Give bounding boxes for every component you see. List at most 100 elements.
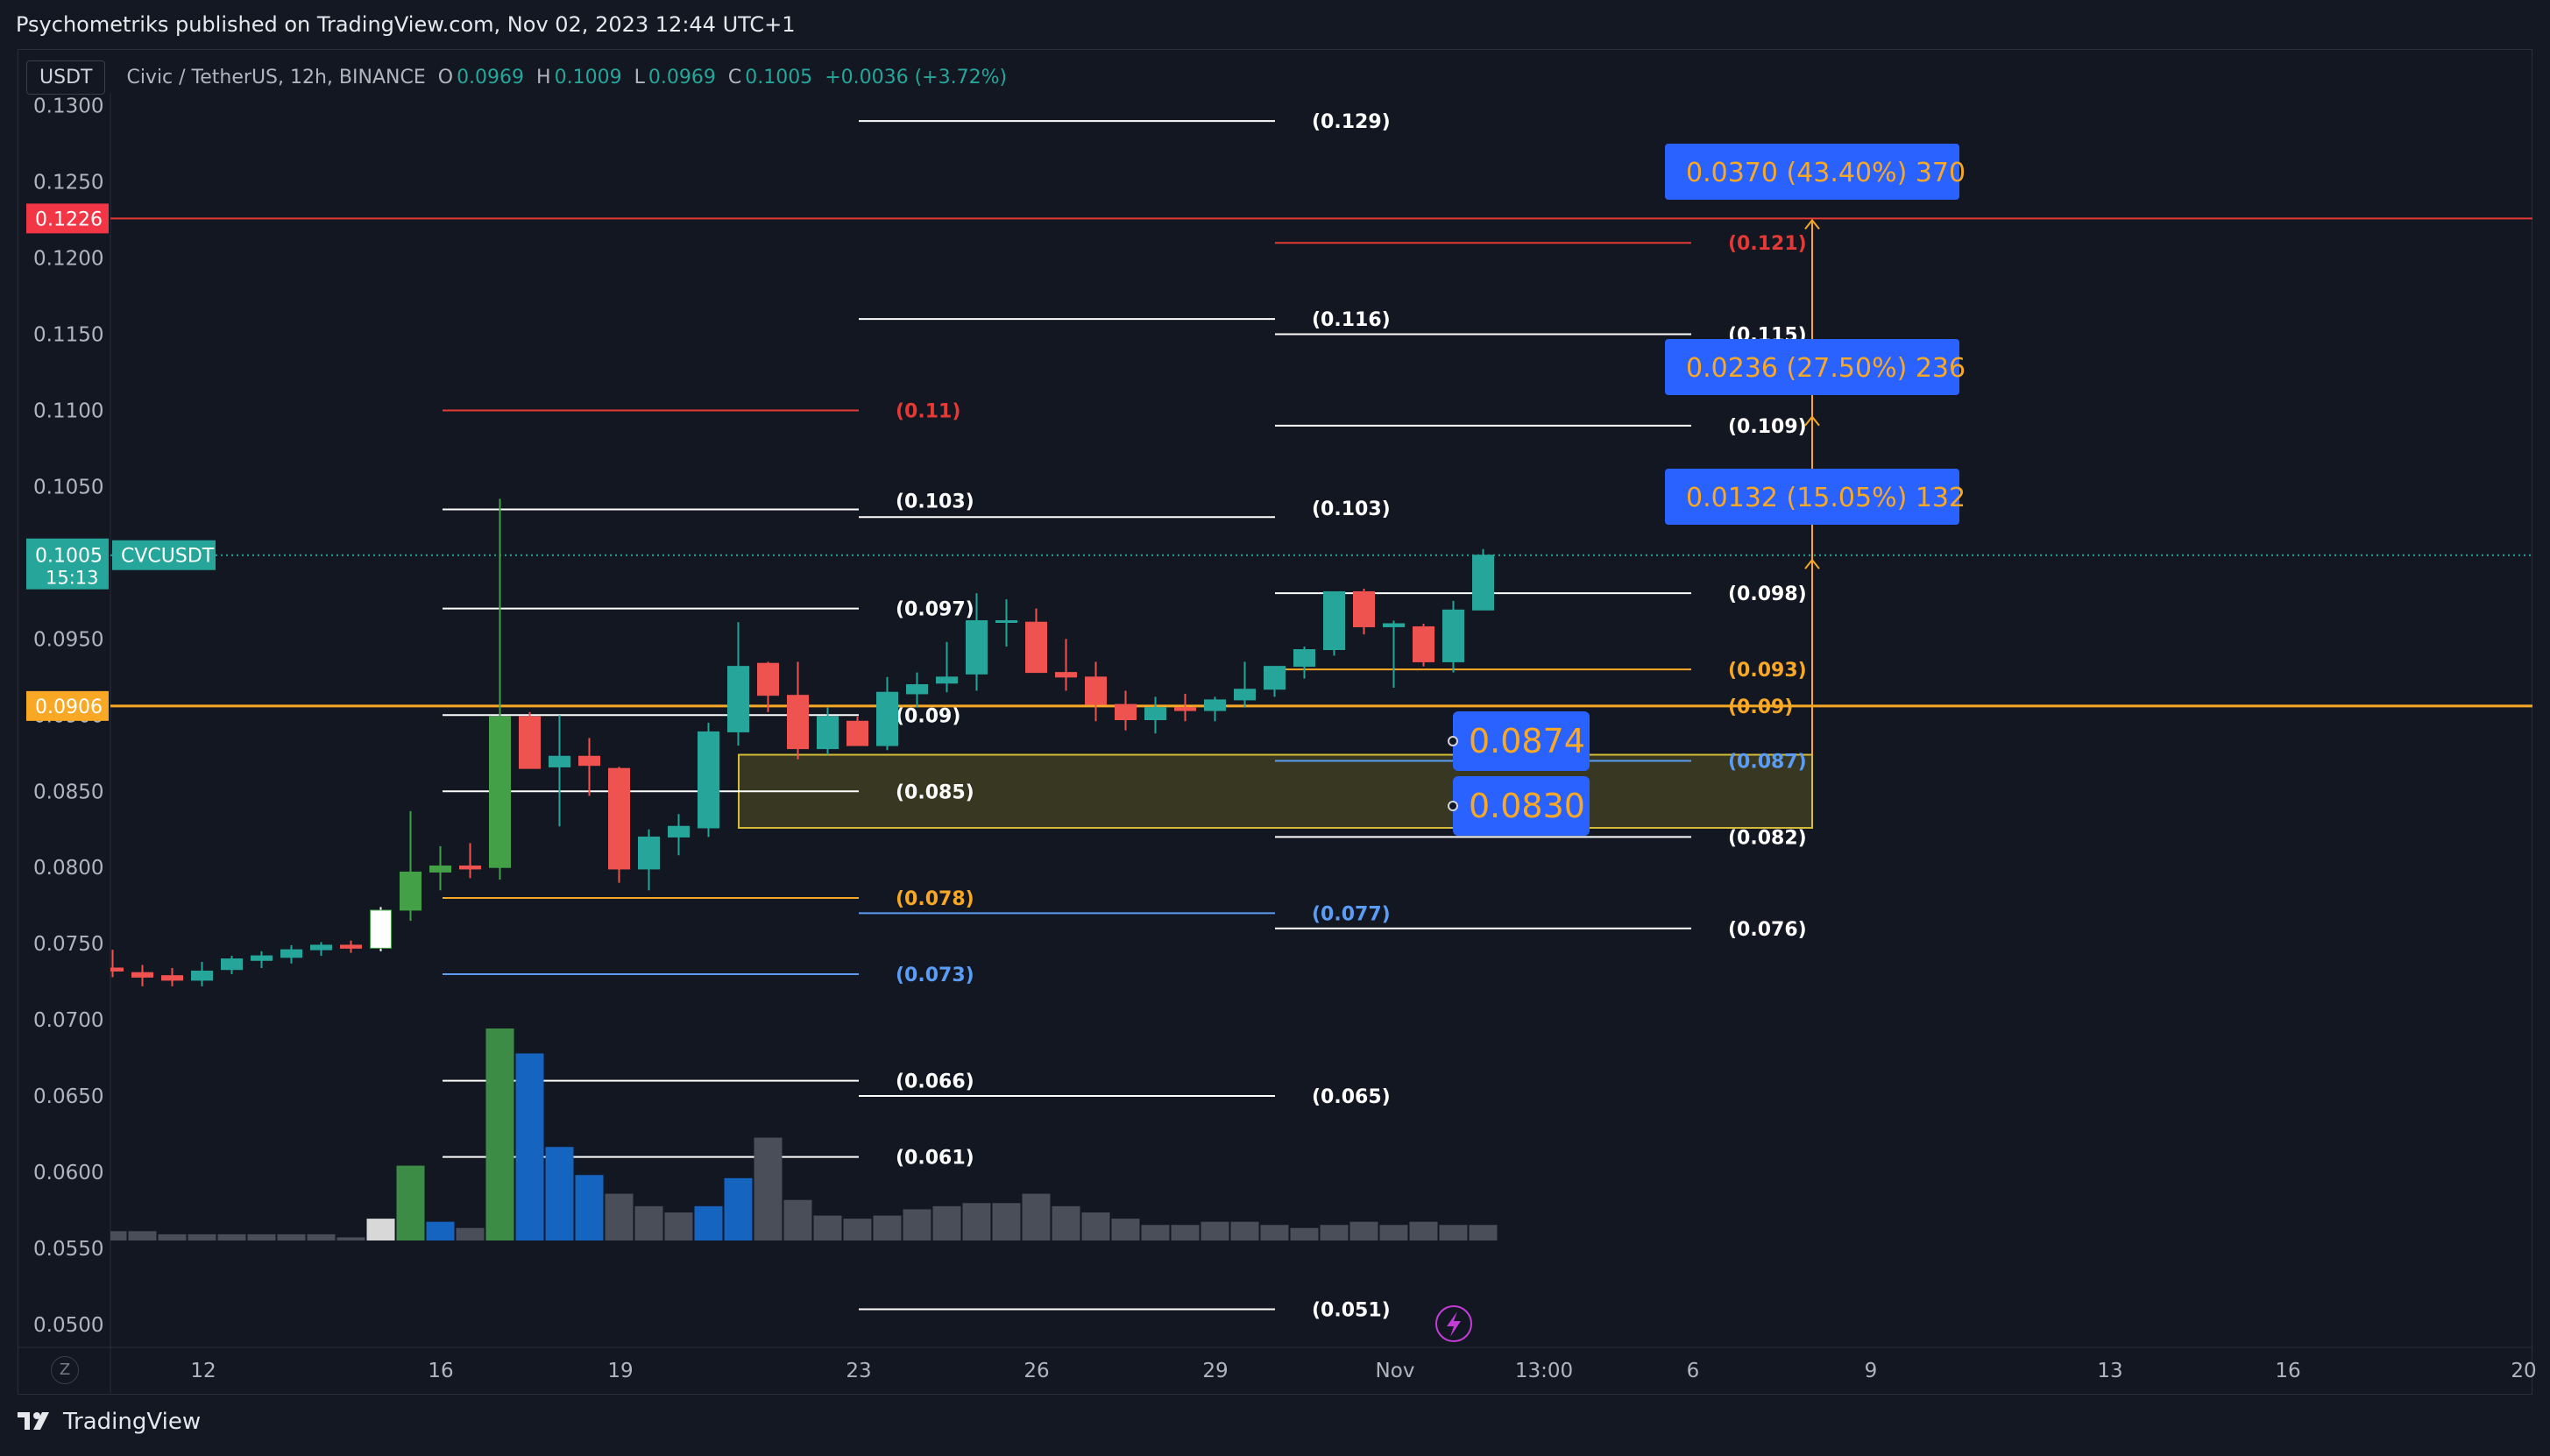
- price-tick-label: 0.0850: [33, 781, 103, 803]
- volume-bar: [962, 1203, 991, 1240]
- volume-bar: [366, 1219, 395, 1240]
- countdown-text: 15:13: [46, 568, 99, 589]
- price-tick-label: 0.0600: [33, 1162, 103, 1184]
- fib-level-label: (0.121): [1728, 233, 1807, 255]
- candle-body: [131, 972, 153, 978]
- time-tick-label: 13: [2097, 1360, 2122, 1382]
- candle-body: [846, 720, 868, 746]
- volume-bar: [247, 1233, 276, 1240]
- symbol-tag-text: CVCUSDT: [121, 546, 215, 568]
- volume-bar: [336, 1237, 365, 1240]
- volume-bar: [783, 1199, 812, 1240]
- candle-body: [817, 716, 839, 750]
- time-tick-label: 19: [607, 1360, 633, 1382]
- volume-bar: [515, 1053, 544, 1240]
- fib-level-label: (0.061): [896, 1148, 974, 1170]
- candle-body: [280, 949, 302, 958]
- price-tick-label: 0.1150: [33, 324, 103, 347]
- volume-bar: [605, 1193, 634, 1240]
- candle-body: [1055, 672, 1077, 678]
- target-label-text: 0.0132 (15.05%) 132: [1686, 483, 1966, 513]
- current-price-badge: [26, 538, 109, 590]
- candle-body: [1174, 707, 1196, 711]
- fib-level-label: (0.093): [1728, 660, 1807, 682]
- target-label-box: [1665, 144, 1959, 200]
- volume-bar: [456, 1227, 485, 1240]
- candle-body: [1413, 626, 1434, 662]
- volume-bar: [426, 1221, 455, 1240]
- zone-price-text: 0.0874: [1469, 722, 1585, 760]
- target-label-text: 0.0236 (27.50%) 236: [1686, 353, 1966, 384]
- price-tick-label: 0.0500: [33, 1314, 103, 1337]
- volume-bar: [1081, 1212, 1110, 1240]
- target-label-box: [1665, 339, 1959, 395]
- candle-body: [251, 955, 273, 961]
- volume-bar: [277, 1233, 306, 1240]
- zone-price-box: [1453, 776, 1590, 836]
- volume-bar: [188, 1233, 216, 1240]
- price-tick-label: 0.1300: [33, 95, 103, 118]
- fib-level-label: (0.103): [896, 491, 974, 513]
- price-line-badge-text: 0.0906: [35, 696, 103, 718]
- time-tick-label: 29: [1202, 1360, 1228, 1382]
- volume-bar: [1290, 1227, 1319, 1240]
- volume-bar: [1230, 1221, 1259, 1240]
- volume-bar: [992, 1203, 1021, 1240]
- volume-bar: [1201, 1221, 1229, 1240]
- open-value: 0.0969: [457, 66, 525, 88]
- footer-bar: [0, 1395, 2550, 1456]
- volume-bar: [110, 1231, 127, 1240]
- price-tick-label: 0.0750: [33, 933, 103, 956]
- candle-body: [1353, 590, 1375, 627]
- tradingview-brand: TradingView: [63, 1409, 202, 1435]
- volume-bar: [128, 1231, 157, 1240]
- measure-arrowhead: [1804, 558, 1820, 569]
- price-tick-label: 0.0700: [33, 1009, 103, 1032]
- volume-bar: [1171, 1225, 1200, 1240]
- candle-body: [489, 716, 511, 868]
- price-tick-label: 0.1250: [33, 172, 103, 194]
- candle-body: [1115, 703, 1137, 721]
- fib-level-label: (0.097): [896, 599, 974, 621]
- open-label: O: [437, 66, 454, 88]
- symbol-title[interactable]: Civic / TetherUS, 12h, BINANCE: [126, 66, 426, 88]
- price-line-badge-text: 0.1226: [35, 209, 103, 230]
- candle-body: [876, 691, 898, 746]
- close-label: C: [727, 66, 742, 88]
- time-tick-label: 26: [1024, 1360, 1049, 1382]
- zone-price-box: [1453, 711, 1590, 771]
- time-tick-label: 16: [2275, 1360, 2300, 1382]
- volume-bar: [1349, 1221, 1378, 1240]
- candle-body: [1085, 676, 1107, 705]
- volume-bar: [1260, 1225, 1289, 1240]
- candle-body: [161, 975, 183, 981]
- volume-bar: [1379, 1225, 1408, 1240]
- fib-level-label: (0.077): [1312, 903, 1391, 925]
- volume-bar: [932, 1205, 961, 1240]
- plot-area[interactable]: (0.129) (0.116) (0.103) (0.103) (0.077) (0.06…: [99, 111, 2533, 1322]
- symbol-legend: USDT Civic / TetherUS, 12h, BINANCE O 0.0…: [26, 60, 1007, 95]
- volume-bar: [396, 1165, 425, 1240]
- close-value: 0.1005: [745, 66, 813, 88]
- price-line-badge: [26, 690, 109, 721]
- time-tick-label: 6: [1687, 1360, 1700, 1382]
- price-tick-label: 0.0550: [33, 1238, 103, 1261]
- publish-header: Psychometriks published on TradingView.c…: [0, 0, 2550, 49]
- candle-body: [400, 871, 421, 911]
- candle-body: [608, 767, 630, 870]
- price-tick-label: 0.0800: [33, 857, 103, 880]
- low-value: 0.0969: [648, 66, 716, 88]
- tradingview-logo[interactable]: TradingView: [16, 1409, 201, 1435]
- fib-level-label: (0.078): [896, 888, 974, 910]
- zoom-reset-button[interactable]: Z: [51, 1356, 79, 1384]
- volume-bar: [843, 1219, 872, 1240]
- candle-body: [668, 825, 690, 838]
- currency-button[interactable]: USDT: [26, 60, 106, 95]
- volume-bar: [1111, 1219, 1140, 1240]
- volume-bar: [307, 1233, 336, 1240]
- volume-bar: [634, 1205, 663, 1240]
- candle-body: [1293, 649, 1315, 668]
- publish-info: Psychometriks published on TradingView.c…: [16, 12, 796, 37]
- candle-body: [995, 619, 1017, 623]
